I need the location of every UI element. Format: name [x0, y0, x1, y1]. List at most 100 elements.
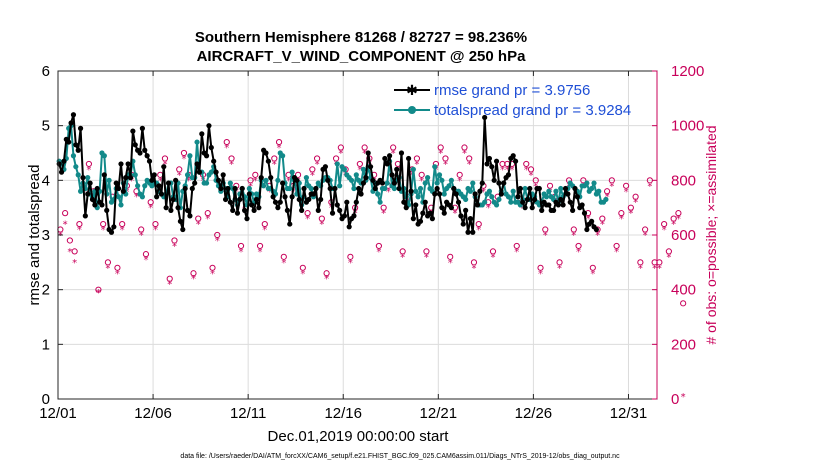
obs-possible-marker — [347, 253, 354, 260]
rmse-point — [177, 218, 184, 224]
obs-possible-marker — [275, 138, 283, 146]
obs-possible-marker — [542, 226, 549, 233]
rmse-point — [222, 196, 229, 203]
obs-assimilated-marker: * — [595, 231, 600, 242]
obs-possible-marker — [309, 166, 316, 173]
rmse-point — [249, 202, 255, 208]
rmse-point — [299, 207, 305, 213]
totalspread-point — [558, 185, 564, 192]
obs-assimilated-marker: * — [153, 225, 158, 236]
x-tick-label: 12/01 — [39, 405, 77, 422]
rmse-point — [154, 194, 160, 200]
rmse-point — [310, 191, 317, 197]
totalspread-point — [493, 202, 500, 208]
rmse-point — [351, 213, 357, 219]
obs-possible-marker — [228, 155, 235, 162]
rmse-point — [58, 169, 65, 175]
rmse-point — [280, 180, 286, 186]
obs-assimilated-marker: * — [181, 154, 186, 165]
obs-assimilated-marker: * — [524, 165, 529, 176]
obs-possible-marker — [190, 270, 197, 277]
y-right-tick-label: 200 — [671, 336, 696, 353]
chart-title-line2: AIRCRAFT_V_WIND_COMPONENT @ 250 hPa — [197, 48, 527, 65]
legend-marker-rmse: ✱ — [406, 82, 418, 98]
legend-label-totalspread: totalspread grand pr = 3.9284 — [434, 102, 631, 119]
totalspread-point — [246, 185, 252, 192]
totalspread-point — [142, 183, 148, 189]
y-left-tick-label: 5 — [42, 118, 50, 135]
rmse-point — [70, 112, 77, 118]
obs-possible-marker — [642, 226, 649, 233]
obs-assimilated-marker: * — [143, 255, 148, 266]
totalspread-point — [75, 172, 81, 178]
obs-assimilated-marker: * — [476, 225, 481, 236]
rmse-point — [477, 188, 483, 194]
rmse-point — [232, 185, 238, 192]
obs-possible-marker — [423, 248, 430, 255]
rmse-point — [101, 172, 107, 178]
totalspread-point — [496, 196, 502, 203]
obs-assimilated-marker: * — [619, 214, 624, 225]
obs-assimilated-marker: * — [438, 149, 443, 160]
rmse-point — [213, 169, 219, 175]
rmse-point — [439, 205, 445, 211]
obs-assimilated-marker: * — [148, 203, 153, 214]
totalspread-point — [73, 164, 79, 170]
rmse-point — [427, 210, 433, 216]
obs-assimilated-marker: * — [272, 159, 277, 170]
totalspread-point — [227, 180, 233, 186]
obs-possible-marker — [390, 144, 397, 151]
obs-assimilated-marker: * — [253, 176, 258, 187]
rmse-point — [123, 175, 129, 181]
obs-possible-marker — [261, 220, 268, 228]
obs-assimilated-marker: * — [72, 258, 77, 269]
obs-assimilated-marker: * — [105, 263, 110, 274]
totalspread-point — [139, 194, 145, 200]
rmse-point — [244, 216, 250, 222]
rmse-point — [451, 185, 457, 192]
obs-assimilated-marker: * — [452, 209, 457, 220]
rmse-point — [85, 191, 91, 197]
obs-possible-marker — [537, 264, 544, 271]
rmse-point — [287, 221, 293, 227]
rmse-point — [401, 199, 407, 205]
rmse-point — [163, 205, 169, 211]
obs-possible-marker — [380, 204, 387, 211]
obs-possible-marker — [589, 264, 596, 271]
y-axis-left-label: rmse and totalspread — [26, 165, 43, 306]
rmse-point — [118, 161, 124, 167]
obs-assimilated-marker: * — [305, 214, 310, 225]
rmse-point — [524, 196, 531, 203]
rmse-point — [161, 164, 167, 170]
rmse-point — [455, 199, 462, 205]
totalspread-point — [132, 172, 138, 178]
rmse-point — [284, 207, 290, 213]
rmse-point — [536, 185, 542, 192]
obs-possible-marker — [632, 193, 639, 200]
obs-assimilated-marker: * — [586, 214, 591, 225]
rmse-point — [593, 226, 599, 233]
totalspread-point — [334, 161, 340, 167]
rmse-point — [120, 188, 126, 194]
obs-possible-marker — [470, 259, 478, 266]
y-axis-right-label: # of obs: o=possible; ×=assimilated — [703, 125, 719, 344]
rmse-point — [241, 207, 248, 213]
obs-assimilated-marker: * — [414, 159, 419, 170]
obs-assimilated-marker: * — [115, 269, 120, 280]
data-file-footnote: data file: /Users/raeder/DAI/ATM_forcXX/… — [180, 453, 620, 460]
totalspread-point — [603, 196, 609, 203]
rmse-point — [170, 196, 176, 203]
rmse-point — [94, 185, 100, 192]
rmse-point — [560, 202, 566, 208]
rmse-point — [584, 226, 590, 233]
obs-assimilated-marker: * — [576, 247, 581, 258]
totalspread-point — [432, 164, 438, 170]
obs-assimilated-marker: * — [529, 170, 534, 181]
obs-assimilated-marker: * — [134, 192, 139, 203]
obs-possible-marker — [680, 300, 687, 307]
rmse-point — [322, 164, 329, 170]
rmse-point — [218, 185, 224, 192]
totalspread-point — [106, 177, 112, 183]
y-right-tick-label: 0 — [671, 391, 679, 408]
obs-possible-marker — [456, 171, 463, 178]
